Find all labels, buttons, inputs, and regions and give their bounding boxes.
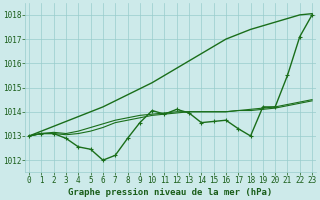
- X-axis label: Graphe pression niveau de la mer (hPa): Graphe pression niveau de la mer (hPa): [68, 188, 273, 197]
